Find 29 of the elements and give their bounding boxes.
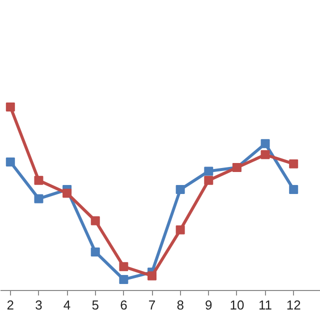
point — [34, 176, 44, 185]
point — [62, 188, 72, 198]
point — [204, 166, 214, 176]
point — [289, 159, 298, 168]
point — [6, 158, 15, 167]
x-tick-label: 12 — [286, 298, 301, 312]
x-tick-label: 7 — [148, 298, 156, 312]
point — [289, 185, 298, 194]
point — [90, 247, 100, 256]
point — [176, 225, 185, 234]
point — [260, 139, 270, 148]
x-tick-label: 6 — [120, 298, 128, 312]
x-tick-label: 10 — [230, 298, 244, 312]
point — [119, 262, 128, 272]
point — [148, 271, 157, 280]
x-tick-label: 11 — [258, 298, 272, 312]
point — [6, 102, 15, 112]
point — [90, 216, 100, 226]
x-tick-label: 2 — [6, 298, 14, 312]
x-tick-label: 5 — [92, 298, 99, 312]
x-tick-label: 8 — [176, 298, 184, 312]
x-tick-label: 3 — [35, 298, 42, 312]
point — [260, 150, 270, 160]
x-tick-label: 4 — [63, 298, 71, 312]
point — [34, 194, 44, 204]
point — [204, 176, 214, 185]
point — [119, 274, 128, 284]
point — [176, 185, 185, 194]
x-tick-label: 9 — [205, 298, 212, 312]
